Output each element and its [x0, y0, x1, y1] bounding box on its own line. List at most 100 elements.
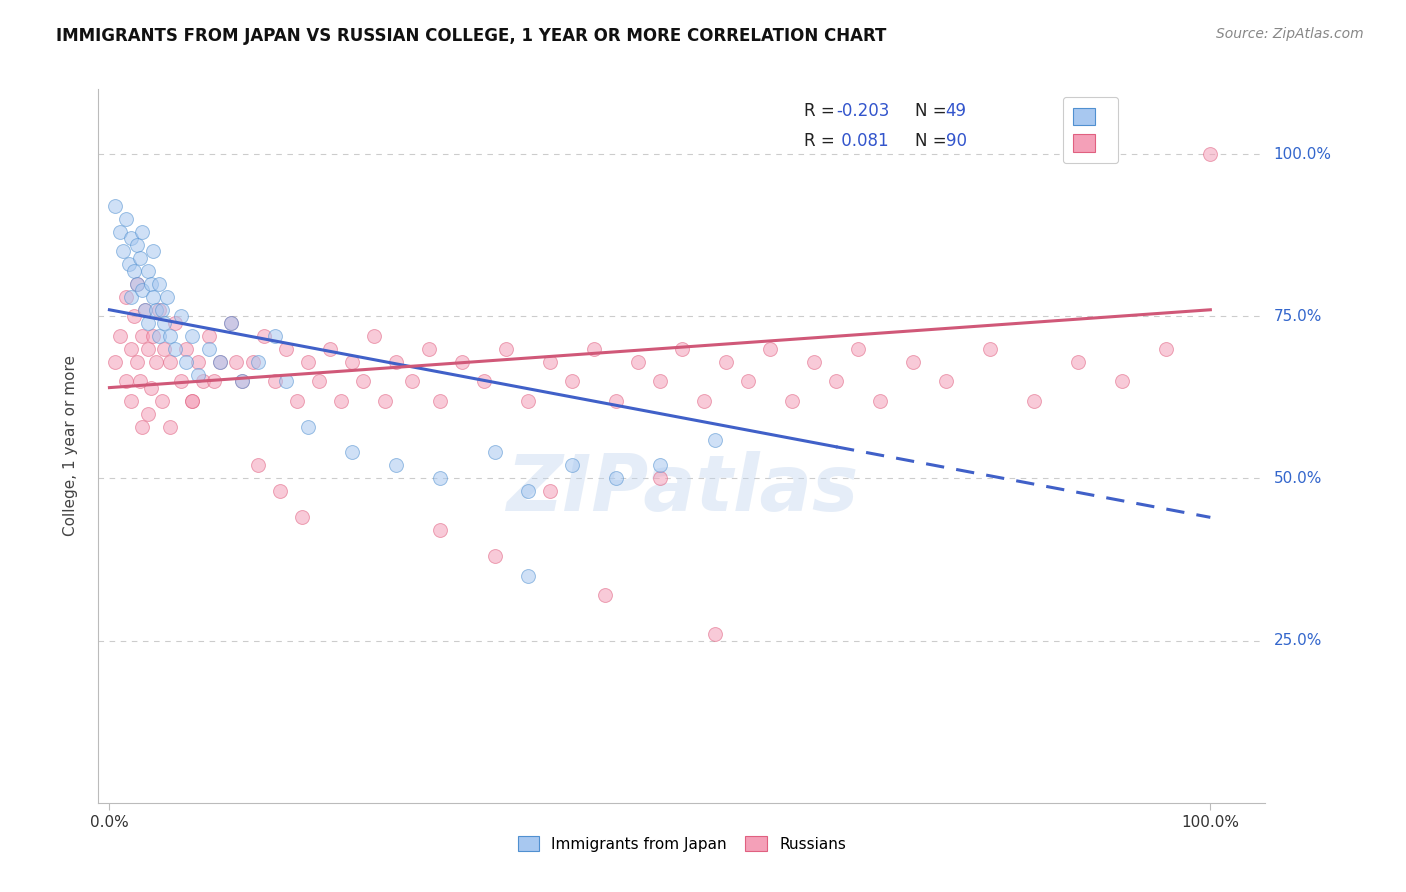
Point — [252, 328, 274, 343]
Point — [148, 277, 170, 291]
Point — [780, 393, 803, 408]
Point — [605, 471, 627, 485]
Point — [122, 264, 145, 278]
Text: 100.0%: 100.0% — [1274, 146, 1331, 161]
Point — [120, 231, 142, 245]
Point — [1024, 393, 1046, 408]
Point — [104, 199, 127, 213]
Point — [191, 374, 214, 388]
Point — [231, 374, 253, 388]
Text: 0.081: 0.081 — [837, 132, 889, 150]
Point — [538, 484, 561, 499]
Point — [274, 374, 297, 388]
Point — [181, 393, 204, 408]
Legend: Immigrants from Japan, Russians: Immigrants from Japan, Russians — [510, 828, 853, 859]
Point — [136, 264, 159, 278]
Point — [181, 393, 204, 408]
Point — [1199, 147, 1222, 161]
Text: 50.0%: 50.0% — [1274, 471, 1322, 486]
Point — [703, 433, 725, 447]
Point — [846, 342, 869, 356]
Point — [186, 354, 208, 368]
Point — [120, 393, 142, 408]
Point — [297, 354, 319, 368]
Point — [561, 458, 583, 473]
Point — [648, 471, 671, 485]
Point — [111, 244, 134, 259]
Point — [516, 568, 538, 582]
Point — [693, 393, 716, 408]
Point — [516, 393, 538, 408]
Point — [901, 354, 924, 368]
Point — [979, 342, 1001, 356]
Point — [134, 302, 156, 317]
Point — [384, 354, 406, 368]
Text: 90: 90 — [946, 132, 967, 150]
Point — [115, 290, 138, 304]
Point — [484, 549, 506, 564]
Point — [1156, 342, 1178, 356]
Point — [219, 316, 242, 330]
Point — [202, 374, 225, 388]
Point — [208, 354, 231, 368]
Point — [136, 407, 159, 421]
Point — [150, 302, 173, 317]
Point — [869, 393, 891, 408]
Point — [759, 342, 782, 356]
Point — [125, 354, 148, 368]
Text: -0.203: -0.203 — [837, 102, 890, 120]
Point — [165, 342, 187, 356]
Point — [561, 374, 583, 388]
Point — [803, 354, 825, 368]
Point — [208, 354, 231, 368]
Point — [159, 354, 181, 368]
Point — [384, 458, 406, 473]
Point — [308, 374, 330, 388]
Point — [115, 211, 138, 226]
Point — [1067, 354, 1090, 368]
Point — [472, 374, 495, 388]
Point — [148, 328, 170, 343]
Point — [274, 342, 297, 356]
Point — [450, 354, 472, 368]
Point — [125, 277, 148, 291]
Point — [186, 368, 208, 382]
Point — [104, 354, 127, 368]
Point — [131, 419, 153, 434]
Text: Source: ZipAtlas.com: Source: ZipAtlas.com — [1216, 27, 1364, 41]
Text: 75.0%: 75.0% — [1274, 309, 1322, 324]
Point — [159, 328, 181, 343]
Point — [269, 484, 291, 499]
Point — [593, 588, 616, 602]
Text: 25.0%: 25.0% — [1274, 633, 1322, 648]
Text: R =: R = — [804, 132, 841, 150]
Point — [582, 342, 605, 356]
Point — [125, 277, 148, 291]
Point — [131, 225, 153, 239]
Point — [148, 302, 170, 317]
Point — [648, 374, 671, 388]
Point — [122, 310, 145, 324]
Point — [429, 393, 451, 408]
Point — [170, 310, 193, 324]
Point — [538, 354, 561, 368]
Point — [627, 354, 650, 368]
Point — [291, 510, 314, 524]
Point — [340, 354, 363, 368]
Point — [125, 238, 148, 252]
Point — [142, 328, 165, 343]
Point — [159, 419, 181, 434]
Point — [115, 374, 138, 388]
Point — [142, 290, 165, 304]
Point — [136, 316, 159, 330]
Point — [131, 283, 153, 297]
Point — [329, 393, 352, 408]
Point — [170, 374, 193, 388]
Point — [825, 374, 848, 388]
Point — [374, 393, 396, 408]
Point — [141, 277, 163, 291]
Text: ZIPatlas: ZIPatlas — [506, 450, 858, 527]
Point — [495, 342, 517, 356]
Point — [263, 328, 285, 343]
Point — [429, 471, 451, 485]
